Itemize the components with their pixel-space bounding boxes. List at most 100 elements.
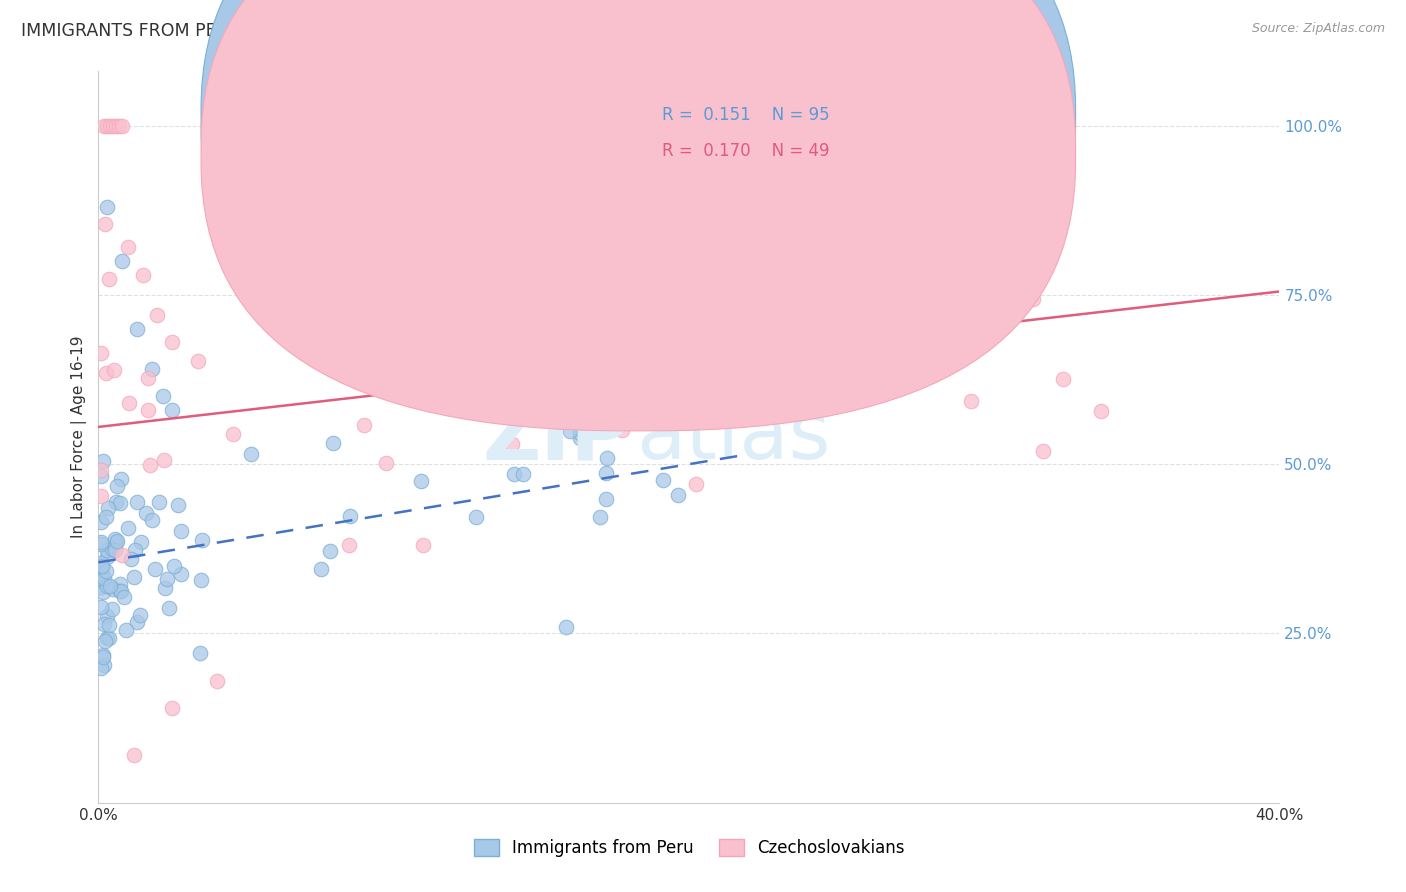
Point [96,579,118,593]
Point [90,571,112,585]
Point [148,495,170,509]
Point [162,335,183,350]
Point [309,289,332,303]
Text: R =  0.151    N = 95: R = 0.151 N = 95 [662,106,830,124]
Point [770,223,793,237]
Point [132,268,155,282]
Point [138,403,160,417]
Point [90,463,112,477]
Point [105,533,128,548]
Point [105,479,128,493]
Point [97,618,120,632]
Point [600,370,623,384]
Point [96,550,118,565]
Point [596,451,619,466]
Point [97,272,120,286]
Point [153,453,176,467]
Point [104,532,127,546]
Point [94,564,117,578]
Point [465,510,488,524]
Point [162,701,183,715]
Point [146,308,169,322]
Y-axis label: In Labor Force | Age 16-19: In Labor Force | Age 16-19 [72,335,87,539]
Point [122,570,145,584]
Point [135,506,157,520]
Point [104,535,127,549]
Point [91,567,114,582]
Point [98,579,121,593]
Point [568,431,591,445]
Point [927,340,949,354]
Point [93,119,115,133]
Point [96,200,118,214]
Point [501,437,523,451]
Point [503,467,526,481]
Point [90,469,112,483]
Point [322,436,344,450]
Point [309,562,332,576]
Point [103,363,125,377]
Point [287,242,309,256]
Point [623,382,645,396]
Point [90,556,112,570]
Text: atlas: atlas [636,398,830,476]
Point [1022,292,1045,306]
Point [96,542,118,557]
Point [658,343,681,358]
Point [117,521,139,535]
Point [167,498,190,512]
Point [118,396,141,410]
Point [595,492,617,507]
Point [91,585,114,599]
Point [110,472,132,486]
Point [188,646,211,660]
Point [90,515,112,529]
Point [156,572,179,586]
Point [191,533,214,547]
Point [111,549,134,563]
Point [114,623,136,637]
Point [96,119,118,133]
Point [124,543,146,558]
Point [163,559,186,574]
Point [339,508,361,523]
Point [170,524,193,538]
Point [90,661,112,675]
Point [98,119,121,133]
Point [91,558,114,573]
Point [108,119,131,133]
Point [94,366,117,380]
Point [685,477,707,491]
Point [127,615,149,629]
Point [409,474,432,488]
Point [595,467,617,481]
Point [110,584,132,599]
Point [90,489,112,503]
Point [103,119,125,133]
Point [90,561,112,575]
Point [412,538,434,552]
Point [139,458,162,472]
Point [111,254,134,268]
Point [675,253,697,268]
Point [960,393,983,408]
Point [666,488,689,502]
Point [555,619,578,633]
Point [610,423,633,437]
Point [125,494,148,508]
Point [205,673,228,688]
Point [125,322,148,336]
Point [190,574,212,588]
Point [392,383,415,397]
Text: IMMIGRANTS FROM PERU VS CZECHOSLOVAKIAN IN LABOR FORCE | AGE 16-19 CORRELATION C: IMMIGRANTS FROM PERU VS CZECHOSLOVAKIAN … [21,22,903,40]
Point [93,571,115,585]
Point [560,425,582,439]
Point [170,566,193,581]
Point [141,362,163,376]
Point [512,467,534,481]
Point [652,474,675,488]
Point [136,370,159,384]
Point [90,580,112,594]
Point [187,354,209,368]
Point [318,544,340,558]
